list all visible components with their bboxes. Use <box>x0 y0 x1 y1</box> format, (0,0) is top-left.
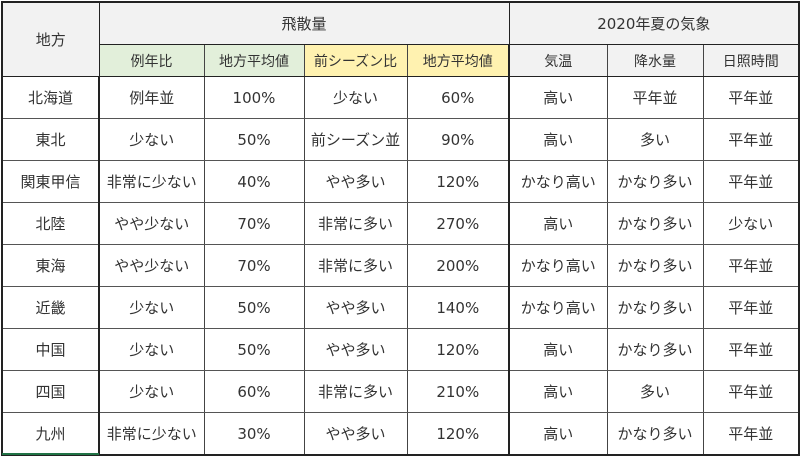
cell-prev-avg[interactable]: 120% <box>406 328 510 371</box>
table-row: 北陸 やや少ない 70% 非常に多い 270% 高い かなり多い 少ない <box>1 202 800 245</box>
cell-temperature[interactable]: 高い <box>508 370 608 413</box>
cell-region[interactable]: 東海 <box>1 244 100 287</box>
table-row: 北海道 例年並 100% 少ない 60% 高い 平年並 平年並 <box>1 76 800 119</box>
table-row: 四国 少ない 60% 非常に多い 210% 高い 多い 平年並 <box>1 370 800 413</box>
cell-region[interactable]: 九州 <box>1 412 100 456</box>
header-row-columns: 例年比 地方平均値 前シーズン比 地方平均値 気温 降水量 日照時間 <box>2 44 800 77</box>
cell-region[interactable]: 北陸 <box>1 202 100 245</box>
cell-vs-prev-season[interactable]: 前シーズン並 <box>303 118 408 161</box>
table-row: 中国 少ない 50% やや多い 120% 高い かなり多い 平年並 <box>1 328 800 371</box>
header-vs-normal[interactable]: 例年比 <box>98 44 205 77</box>
cell-prev-avg[interactable]: 90% <box>406 118 510 161</box>
cell-vs-normal[interactable]: 少ない <box>98 328 205 371</box>
cell-prev-avg[interactable]: 140% <box>406 286 510 329</box>
cell-normal-avg[interactable]: 70% <box>203 244 305 287</box>
cell-region[interactable]: 北海道 <box>1 76 100 119</box>
cell-temperature[interactable]: かなり高い <box>508 286 608 329</box>
cell-normal-avg[interactable]: 70% <box>203 202 305 245</box>
cell-normal-avg[interactable]: 30% <box>203 412 305 456</box>
cell-normal-avg[interactable]: 60% <box>203 370 305 413</box>
cell-selection-indicator <box>2 453 99 455</box>
cell-vs-normal[interactable]: 非常に少ない <box>98 412 205 456</box>
cell-vs-prev-season[interactable]: 非常に多い <box>303 202 408 245</box>
cell-vs-prev-season[interactable]: 非常に多い <box>303 370 408 413</box>
cell-normal-avg[interactable]: 50% <box>203 118 305 161</box>
header-precipitation[interactable]: 降水量 <box>606 44 704 77</box>
table-row: 関東甲信 非常に少ない 40% やや多い 120% かなり高い かなり多い 平年… <box>1 160 800 203</box>
cell-prev-avg[interactable]: 210% <box>406 370 510 413</box>
header-region[interactable]: 地方 <box>1 1 100 77</box>
header-temperature[interactable]: 気温 <box>508 44 608 77</box>
cell-region[interactable]: 東北 <box>1 118 100 161</box>
cell-normal-avg[interactable]: 50% <box>203 286 305 329</box>
cell-normal-avg[interactable]: 100% <box>203 76 305 119</box>
cell-normal-avg[interactable]: 40% <box>203 160 305 203</box>
cell-vs-prev-season[interactable]: やや多い <box>303 286 408 329</box>
cell-vs-normal[interactable]: 少ない <box>98 370 205 413</box>
cell-sunshine[interactable]: 平年並 <box>702 370 800 413</box>
cell-temperature[interactable]: 高い <box>508 76 608 119</box>
cell-prev-avg[interactable]: 120% <box>406 412 510 456</box>
cell-vs-prev-season[interactable]: やや多い <box>303 412 408 456</box>
cell-sunshine[interactable]: 平年並 <box>702 412 800 456</box>
cell-precipitation[interactable]: かなり多い <box>606 412 704 456</box>
cell-temperature[interactable]: かなり高い <box>508 244 608 287</box>
cell-vs-prev-season[interactable]: やや多い <box>303 160 408 203</box>
cell-prev-avg[interactable]: 60% <box>406 76 510 119</box>
table-row: 東海 やや少ない 70% 非常に多い 200% かなり高い かなり多い 平年並 <box>1 244 800 287</box>
cell-normal-avg[interactable]: 50% <box>203 328 305 371</box>
cell-vs-normal[interactable]: やや少ない <box>98 244 205 287</box>
cell-sunshine[interactable]: 平年並 <box>702 76 800 119</box>
cell-precipitation[interactable]: 多い <box>606 370 704 413</box>
cell-temperature[interactable]: 高い <box>508 412 608 456</box>
table-row: 近畿 少ない 50% やや多い 140% かなり高い かなり多い 平年並 <box>1 286 800 329</box>
header-row-group: 地方 飛散量 2020年夏の気象 <box>1 1 800 77</box>
cell-region[interactable]: 中国 <box>1 328 100 371</box>
header-normal-avg[interactable]: 地方平均値 <box>203 44 305 77</box>
cell-precipitation[interactable]: 多い <box>606 118 704 161</box>
cell-vs-normal[interactable]: 少ない <box>98 118 205 161</box>
header-pollen-group[interactable]: 飛散量 <box>98 1 510 45</box>
cell-temperature[interactable]: 高い <box>508 328 608 371</box>
cell-vs-normal[interactable]: 非常に少ない <box>98 160 205 203</box>
cell-sunshine[interactable]: 平年並 <box>702 160 800 203</box>
cell-sunshine[interactable]: 平年並 <box>702 244 800 287</box>
cell-temperature[interactable]: 高い <box>508 118 608 161</box>
cell-sunshine[interactable]: 平年並 <box>702 286 800 329</box>
table-row: 東北 少ない 50% 前シーズン並 90% 高い 多い 平年並 <box>1 118 800 161</box>
cell-precipitation[interactable]: かなり多い <box>606 244 704 287</box>
cell-precipitation[interactable]: かなり多い <box>606 328 704 371</box>
cell-sunshine[interactable]: 少ない <box>702 202 800 245</box>
cell-precipitation[interactable]: かなり多い <box>606 286 704 329</box>
cell-precipitation[interactable]: 平年並 <box>606 76 704 119</box>
cell-precipitation[interactable]: かなり多い <box>606 202 704 245</box>
cell-region[interactable]: 四国 <box>1 370 100 413</box>
cell-sunshine[interactable]: 平年並 <box>702 328 800 371</box>
cell-vs-normal[interactable]: 例年並 <box>98 76 205 119</box>
header-weather-group[interactable]: 2020年夏の気象 <box>508 1 800 45</box>
cell-prev-avg[interactable]: 200% <box>406 244 510 287</box>
header-sunshine[interactable]: 日照時間 <box>702 44 800 77</box>
cell-vs-normal[interactable]: やや少ない <box>98 202 205 245</box>
cell-temperature[interactable]: 高い <box>508 202 608 245</box>
cell-region[interactable]: 近畿 <box>1 286 100 329</box>
cell-precipitation[interactable]: かなり多い <box>606 160 704 203</box>
cell-prev-avg[interactable]: 120% <box>406 160 510 203</box>
cell-vs-prev-season[interactable]: 少ない <box>303 76 408 119</box>
cell-prev-avg[interactable]: 270% <box>406 202 510 245</box>
table-row: 九州 非常に少ない 30% やや多い 120% 高い かなり多い 平年並 <box>1 412 800 456</box>
cell-temperature[interactable]: かなり高い <box>508 160 608 203</box>
header-prev-avg[interactable]: 地方平均値 <box>406 44 510 77</box>
cell-sunshine[interactable]: 平年並 <box>702 118 800 161</box>
cell-vs-normal[interactable]: 少ない <box>98 286 205 329</box>
cell-vs-prev-season[interactable]: やや多い <box>303 328 408 371</box>
cell-vs-prev-season[interactable]: 非常に多い <box>303 244 408 287</box>
header-vs-prev-season[interactable]: 前シーズン比 <box>303 44 408 77</box>
cell-region[interactable]: 関東甲信 <box>1 160 100 203</box>
